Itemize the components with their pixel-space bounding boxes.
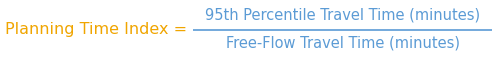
Text: Free-Flow Travel Time (minutes): Free-Flow Travel Time (minutes) bbox=[226, 36, 460, 51]
Text: 95th Percentile Travel Time (minutes): 95th Percentile Travel Time (minutes) bbox=[205, 8, 480, 23]
Text: Planning Time Index =: Planning Time Index = bbox=[5, 22, 187, 37]
